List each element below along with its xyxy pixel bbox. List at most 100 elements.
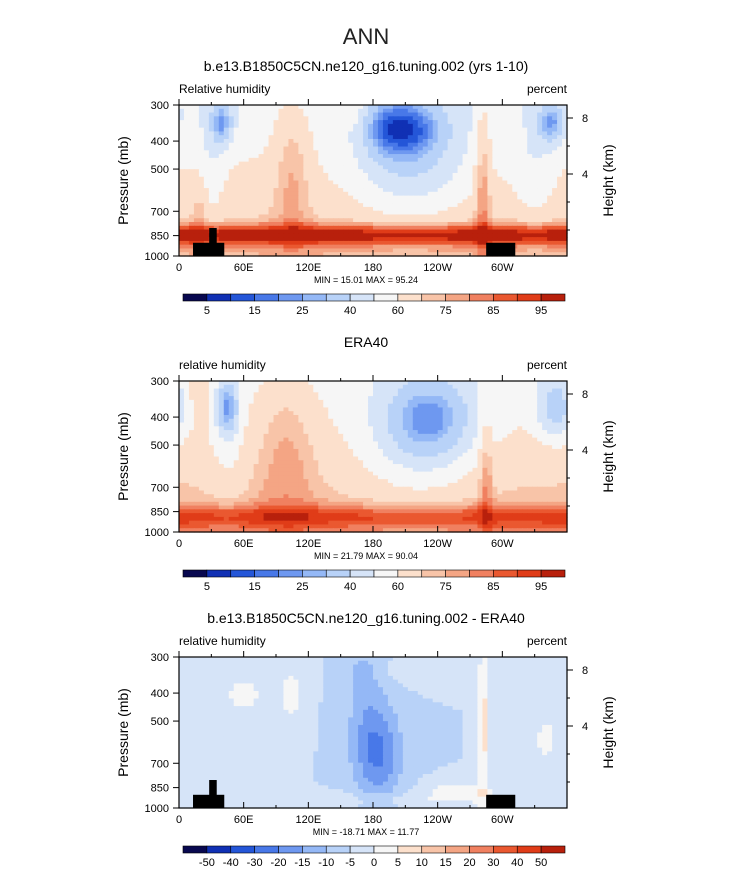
- heatmap-cell: [427, 381, 434, 386]
- heatmap-cell: [462, 418, 469, 424]
- heatmap-cell: [397, 430, 404, 435]
- heatmap-cell: [412, 403, 419, 409]
- heatmap-cell: [452, 396, 459, 401]
- heatmap-cell: [492, 188, 498, 193]
- y-tick-label: 850: [151, 231, 169, 243]
- heatmap-cell: [462, 426, 469, 431]
- heatmap-cell: [412, 392, 419, 397]
- heatmap-cell: [427, 445, 434, 450]
- heatmap-cell: [382, 210, 389, 216]
- heatmap-cell: [358, 252, 364, 257]
- heatmap-cell: [522, 448, 528, 454]
- heatmap-cell: [437, 448, 444, 454]
- heatmap-cell: [472, 392, 479, 397]
- heatmap-cell: [537, 392, 543, 397]
- heatmap-cell: [532, 433, 538, 439]
- heatmap-cell: [363, 169, 369, 174]
- heatmap-cell: [432, 244, 439, 250]
- heatmap-cell: [377, 214, 384, 219]
- heatmap-cell: [338, 218, 344, 223]
- heatmap-cell: [457, 172, 464, 178]
- heatmap-cell: [517, 252, 523, 257]
- heatmap-cell: [502, 131, 508, 136]
- heatmap-cell: [472, 142, 479, 148]
- heatmap-cell: [532, 150, 538, 155]
- heatmap-cell: [557, 138, 563, 144]
- heatmap-cell: [198, 441, 205, 446]
- heatmap-cell: [532, 445, 538, 450]
- heatmap-cell: [397, 403, 404, 409]
- heatmap-cell: [208, 105, 215, 110]
- heatmap-cell: [263, 169, 270, 174]
- heatmap-cell: [462, 195, 469, 200]
- heatmap-cell: [557, 142, 563, 148]
- heatmap-cell: [373, 142, 379, 148]
- heatmap-cell: [238, 210, 245, 216]
- heatmap-cell: [507, 157, 513, 163]
- heatmap-cell: [253, 138, 260, 144]
- heatmap-cell: [208, 184, 215, 189]
- heatmap-cell: [387, 445, 394, 450]
- heatmap-cell: [233, 252, 240, 257]
- heatmap-cell: [358, 414, 364, 420]
- heatmap-cell: [457, 131, 464, 136]
- heatmap-cell: [218, 206, 225, 212]
- heatmap-cell: [258, 381, 265, 386]
- heatmap-cell: [258, 225, 265, 231]
- heatmap-cell: [298, 414, 304, 420]
- heatmap-cell: [387, 430, 394, 435]
- heatmap-cell: [358, 388, 364, 393]
- heatmap-cell: [343, 233, 349, 238]
- heatmap-cell: [517, 184, 523, 189]
- heatmap-cell: [353, 199, 359, 204]
- heatmap-cell: [328, 430, 334, 435]
- heatmap-cell: [542, 127, 548, 133]
- heatmap-cell: [472, 214, 479, 219]
- heatmap-cell: [213, 146, 220, 151]
- heatmap-cell: [432, 127, 439, 133]
- heatmap-cell: [368, 120, 374, 125]
- heatmap-cell: [392, 441, 399, 446]
- heatmap-cell: [452, 433, 459, 439]
- heatmap-cell: [308, 433, 314, 439]
- colorbar-swatch: [516, 293, 542, 302]
- heatmap-cell: [308, 142, 314, 148]
- heatmap-cell: [253, 437, 260, 443]
- heatmap-cell: [268, 112, 275, 117]
- heatmap-cell: [278, 248, 285, 253]
- heatmap-cell: [323, 123, 329, 129]
- heatmap-cell: [248, 191, 255, 197]
- heatmap-cell: [427, 169, 434, 174]
- heatmap-cell: [183, 138, 190, 144]
- heatmap-cell: [263, 381, 270, 386]
- heatmap-cell: [497, 456, 503, 461]
- heatmap-cell: [432, 203, 439, 208]
- heatmap-cell: [313, 381, 319, 386]
- heatmap-cell: [387, 418, 394, 424]
- heatmap-cell: [432, 233, 439, 238]
- heatmap-cell: [447, 384, 454, 390]
- heatmap-cell: [368, 105, 374, 110]
- heatmap-cell: [203, 195, 210, 200]
- heatmap-cell: [368, 176, 374, 182]
- heatmap-cell: [308, 218, 314, 223]
- heatmap-cell: [333, 396, 339, 401]
- heatmap-cell: [218, 131, 225, 136]
- heatmap-cell: [407, 456, 414, 461]
- heatmap-cell: [437, 138, 444, 144]
- heatmap-cell: [467, 381, 474, 386]
- heatmap-cell: [183, 411, 190, 416]
- heatmap-cell: [502, 123, 508, 129]
- heatmap-cell: [203, 384, 210, 390]
- heatmap-cell: [482, 210, 489, 216]
- heatmap-cell: [407, 244, 414, 250]
- heatmap-cell: [547, 169, 553, 174]
- heatmap-cell: [442, 172, 449, 178]
- heatmap-cell: [373, 399, 379, 405]
- heatmap-cell: [258, 176, 265, 182]
- heatmap-cell: [218, 108, 225, 114]
- heatmap-cell: [343, 396, 349, 401]
- heatmap-cell: [517, 214, 523, 219]
- heatmap-cell: [203, 456, 210, 461]
- heatmap-cell: [288, 237, 295, 242]
